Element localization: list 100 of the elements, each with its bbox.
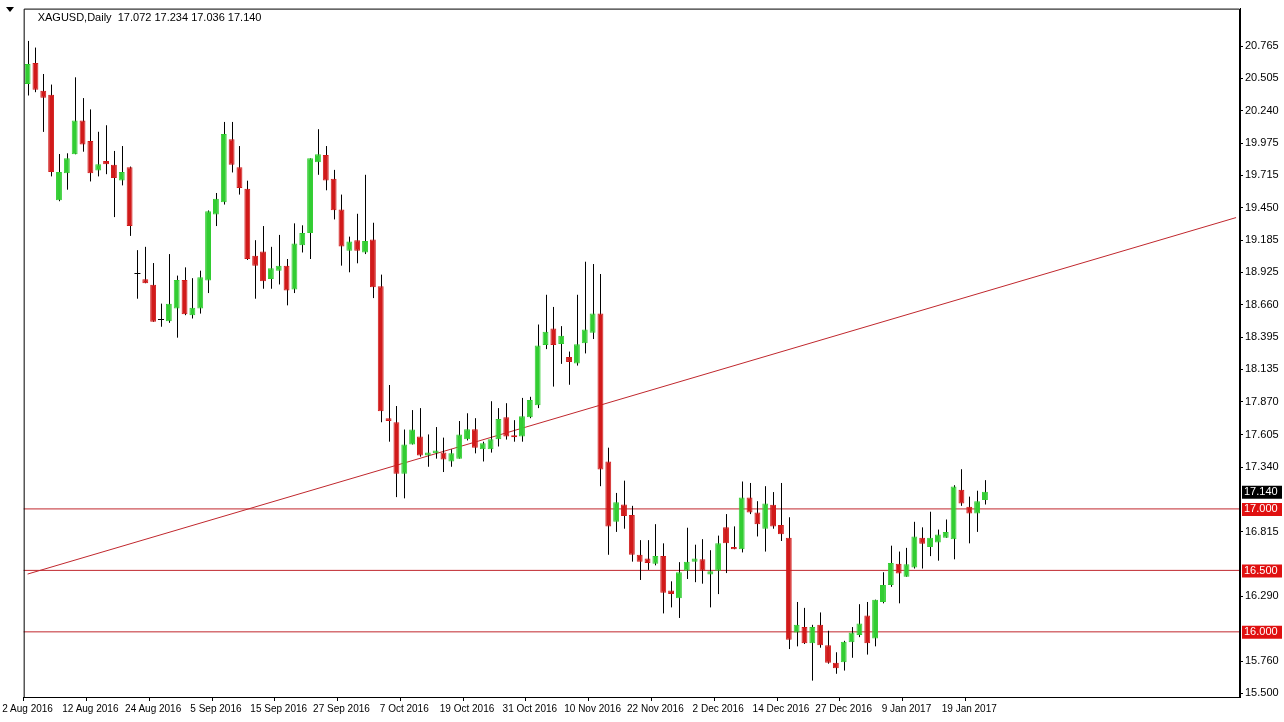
candlestick: [573, 294, 580, 367]
candlestick: [189, 277, 196, 319]
y-tick-label: 18.925: [1245, 265, 1279, 278]
candlestick: [754, 500, 761, 537]
x-tick-label: 31 Oct 2016: [502, 702, 558, 714]
candlestick: [668, 580, 675, 608]
x-tick-label: 14 Dec 2016: [752, 702, 810, 714]
candlestick: [40, 73, 47, 133]
y-tick-label: 19.450: [1245, 200, 1279, 213]
x-tick-label: 27 Sep 2016: [313, 702, 371, 714]
candlestick: [880, 571, 886, 604]
candlestick: [212, 192, 219, 227]
candlestick: [919, 526, 926, 570]
candlestick: [840, 640, 847, 672]
candlestick: [581, 261, 588, 354]
candlestick: [895, 551, 902, 604]
candlestick: [817, 611, 824, 649]
candlestick: [417, 407, 423, 458]
y-tick-label: 15.760: [1245, 654, 1279, 667]
ref-line-label: 16.500: [1244, 563, 1278, 576]
y-tick-label: 17.340: [1245, 460, 1279, 473]
candlestick: [275, 234, 282, 285]
x-tick-label: 27 Dec 2016: [815, 702, 873, 714]
candlestick: [315, 128, 321, 176]
candlestick: [503, 402, 510, 441]
candlestick: [157, 303, 165, 328]
candlestick: [354, 213, 361, 264]
candlestick: [770, 491, 777, 530]
x-tick-label: 19 Oct 2016: [439, 702, 495, 714]
candlestick: [832, 651, 839, 675]
y-tick-label: 18.660: [1245, 297, 1279, 310]
candlestick: [346, 236, 353, 273]
candlestick: [63, 152, 70, 191]
x-tick-label: 22 Nov 2016: [627, 702, 685, 714]
x-tick-label: 10 Nov 2016: [564, 702, 622, 714]
x-tick-label: 19 Jan 2017: [941, 702, 998, 714]
candlestick: [118, 145, 125, 186]
candlestick: [762, 485, 769, 553]
candlestick: [550, 306, 557, 388]
x-tick-label: 2 Aug 2016: [2, 702, 54, 714]
candlestick: [409, 409, 416, 446]
candlestick: [267, 246, 274, 290]
candlestick: [613, 492, 620, 533]
ref-line-label: 16.000: [1244, 625, 1278, 638]
candlestick: [644, 539, 651, 571]
candlestick: [793, 601, 800, 647]
candlestick: [456, 420, 463, 460]
candlestick: [110, 150, 117, 218]
candlestick: [809, 624, 816, 682]
candlestick: [322, 145, 329, 191]
candlestick: [228, 121, 235, 173]
candlestick: [958, 468, 965, 507]
ref-line-label: 17.000: [1244, 502, 1278, 515]
candlestick: [133, 249, 141, 300]
x-tick-label: 12 Aug 2016: [62, 702, 119, 714]
y-tick-label: 16.815: [1245, 524, 1279, 537]
y-tick-label: 19.185: [1245, 233, 1279, 246]
candlestick: [464, 412, 470, 441]
candlestick: [495, 407, 502, 447]
candlestick: [723, 513, 729, 574]
x-tick-label: 15 Sep 2016: [250, 702, 308, 714]
y-tick-label: 15.500: [1245, 686, 1279, 699]
y-tick-label: 18.395: [1245, 330, 1279, 343]
candlestick: [848, 626, 855, 659]
candlestick: [558, 325, 565, 365]
x-tick-label: 9 Jan 2017: [881, 702, 932, 714]
candlestick: [95, 131, 102, 177]
candlestick: [777, 482, 784, 542]
candlestick: [621, 480, 627, 530]
chart-title: XAGUSD,Daily 17.072 17.234 17.036 17.140: [37, 10, 262, 23]
y-tick-label: 20.505: [1245, 71, 1279, 84]
candlestick: [487, 400, 494, 454]
candlestick: [362, 174, 368, 255]
x-tick-label: 2 Dec 2016: [692, 702, 745, 714]
y-tick-label: 17.870: [1245, 395, 1279, 407]
x-tick-label: 7 Oct 2016: [379, 702, 430, 714]
y-tick-label: 16.290: [1245, 589, 1279, 602]
candlestick: [299, 224, 306, 253]
x-tick-label: 5 Sep 2016: [190, 702, 242, 714]
candlestick: [856, 603, 863, 638]
candlestick: [252, 239, 259, 300]
candlestick: [692, 544, 697, 583]
candlestick: [652, 523, 659, 566]
candlestick: [479, 441, 486, 462]
y-tick-label: 17.605: [1245, 427, 1279, 440]
candlestick: [385, 384, 392, 443]
y-tick-label: 20.240: [1245, 103, 1279, 116]
candlestick: [526, 396, 533, 419]
candlestick: [966, 496, 973, 544]
candlestick: [974, 490, 981, 533]
y-tick-label: 20.765: [1245, 39, 1279, 52]
candlestick: [927, 511, 933, 557]
y-tick-label: 19.975: [1245, 136, 1279, 149]
candlestick: [887, 545, 894, 588]
y-tick-label: 18.135: [1245, 362, 1279, 375]
candlestick: [636, 539, 643, 581]
annotation: 17.140: [1244, 485, 1278, 498]
candlestick: [142, 246, 149, 284]
candlestick: [589, 263, 596, 340]
x-tick-label: 24 Aug 2016: [125, 702, 182, 714]
